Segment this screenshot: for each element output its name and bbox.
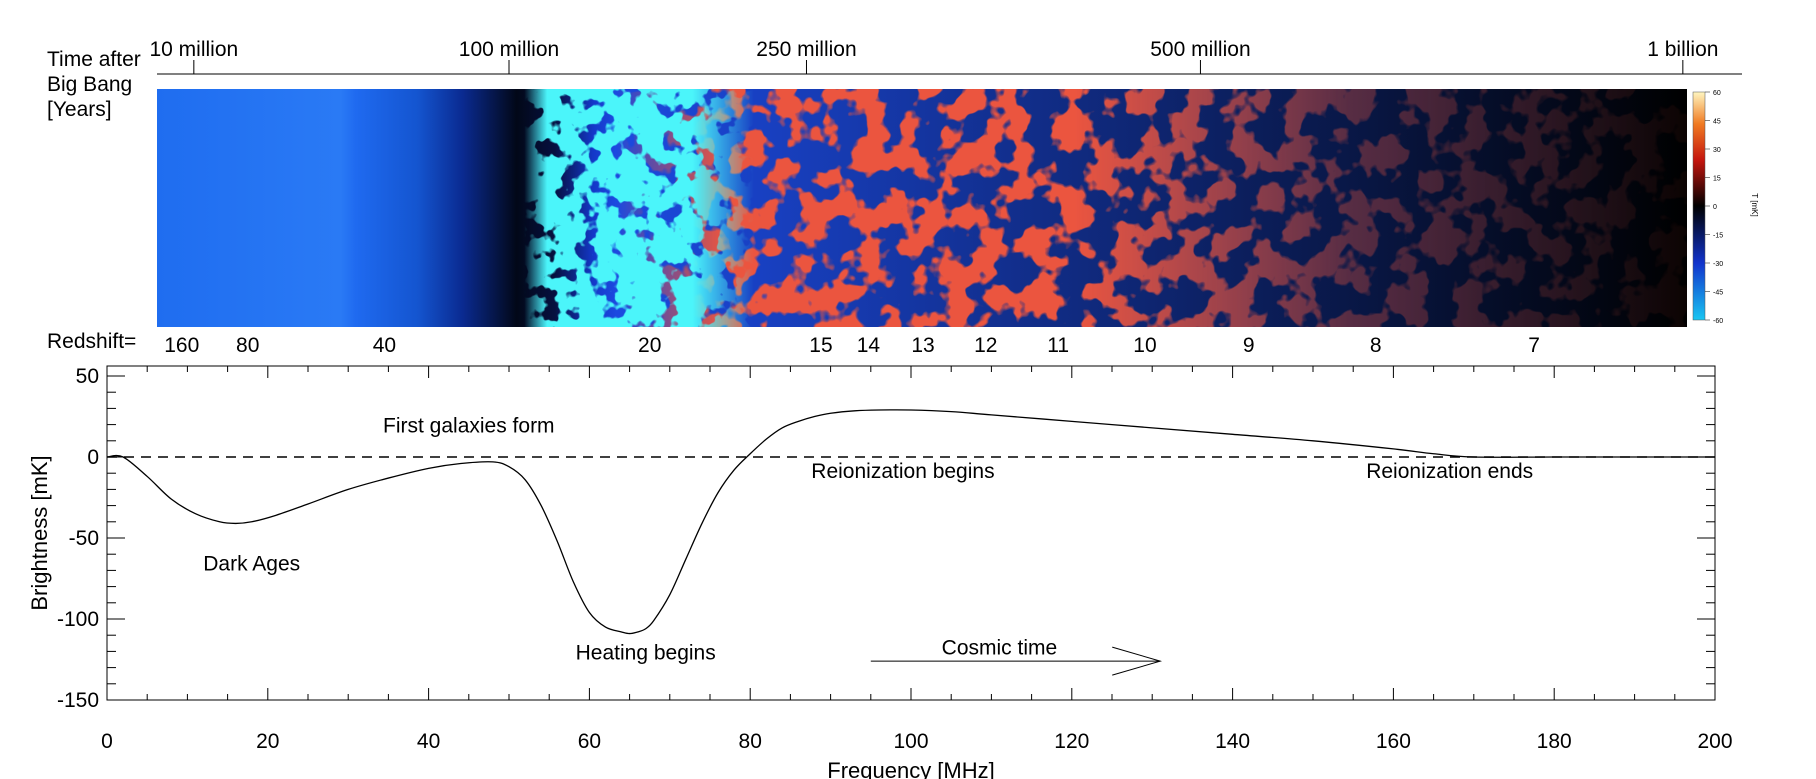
x-tick-label: 140	[1215, 730, 1250, 753]
time-axis: 10 million 100 million 250 million 500 mill…	[47, 38, 1742, 121]
annotation-label: Cosmic time	[942, 637, 1058, 660]
colorbar: 60 45 30 15 0 -15 -30 -45 -60 T [mK]	[1692, 90, 1759, 325]
redshift-tick-label: 20	[638, 334, 661, 357]
time-axis-label-line-1: Time after	[47, 48, 141, 71]
x-tick-label: 80	[739, 730, 762, 753]
plot-frame	[106, 365, 1716, 701]
x-tick-label: 200	[1697, 730, 1732, 753]
colorbar-tick-label: -45	[1713, 290, 1723, 297]
redshift-tick-label: 8	[1370, 334, 1382, 357]
time-tick-label: 10 million	[149, 38, 238, 61]
arrow-head	[1112, 646, 1163, 676]
redshift-tick-label: 9	[1243, 334, 1255, 357]
redshift-tick-label: 80	[236, 334, 259, 357]
x-axis-label: Frequency [MHz]	[827, 758, 995, 779]
y-axis-label: Brightness [mK]	[27, 455, 52, 610]
redshift-tick-label: 11	[1047, 334, 1069, 357]
redshift-tick-label: 160	[164, 334, 199, 357]
series-line	[106, 409, 1715, 635]
redshift-tick-label: 13	[911, 334, 934, 357]
x-tick-label: 40	[417, 730, 440, 753]
colorbar-tick-label: -60	[1713, 318, 1723, 325]
x-tick-label: 180	[1537, 730, 1572, 753]
y-tick-label: 0	[87, 446, 99, 469]
x-tick-label: 160	[1376, 730, 1411, 753]
colorbar-scale	[1692, 91, 1706, 321]
simulation-strip	[157, 89, 1687, 327]
annotation-label: First galaxies form	[383, 415, 555, 438]
colorbar-tick-label: 60	[1713, 90, 1721, 97]
redshift-tick-label: 7	[1528, 334, 1540, 357]
colorbar-tick-label: -15	[1713, 233, 1723, 240]
time-axis-label-line-2: Big Bang	[47, 73, 132, 96]
time-tick-label: 500 million	[1150, 38, 1250, 61]
colorbar-label: T [mK]	[1750, 193, 1759, 216]
y-tick-label: 50	[76, 365, 99, 388]
redshift-label: Redshift=	[47, 330, 136, 353]
annotation-label: Dark Ages	[203, 552, 300, 575]
redshift-tick-label: 10	[1133, 334, 1156, 357]
brightness-plot: 0 20 40 60 80 100 120 140 160 180 200 50 0 -50 -100 -1…	[27, 365, 1733, 779]
y-tick-label: -150	[57, 689, 99, 712]
colorbar-tick-label: -30	[1713, 261, 1723, 268]
x-tick-label: 120	[1054, 730, 1089, 753]
redshift-tick-label: 14	[857, 334, 881, 357]
annotation-label: Heating begins	[576, 641, 716, 664]
colorbar-tick-label: 45	[1713, 119, 1721, 126]
time-axis-label-line-3: [Years]	[47, 98, 112, 121]
strip-cyan-region	[157, 89, 1687, 327]
annotation-label: Reionization begins	[811, 460, 994, 483]
colorbar-tick-label: 0	[1713, 204, 1717, 211]
x-tick-label: 0	[101, 730, 113, 753]
colorbar-tick-label: 30	[1713, 147, 1721, 154]
time-tick-label: 1 billion	[1647, 38, 1718, 61]
x-tick-label: 60	[578, 730, 601, 753]
y-tick-label: -50	[69, 527, 99, 550]
redshift-tick-label: 15	[809, 334, 832, 357]
annotation-label: Reionization ends	[1366, 460, 1533, 483]
y-tick-label: -100	[57, 608, 99, 631]
redshift-axis: Redshift= 160 80 40 20 15 14 13 12 11 10 9 8 7	[47, 330, 1540, 357]
redshift-tick-label: 12	[974, 334, 997, 357]
x-tick-label: 100	[893, 730, 928, 753]
time-tick-label: 250 million	[756, 38, 856, 61]
colorbar-tick-label: 15	[1713, 176, 1721, 183]
x-tick-label: 20	[256, 730, 279, 753]
redshift-tick-label: 40	[373, 334, 396, 357]
time-tick-label: 100 million	[459, 38, 559, 61]
cosmic-time-arrow	[870, 646, 1163, 676]
